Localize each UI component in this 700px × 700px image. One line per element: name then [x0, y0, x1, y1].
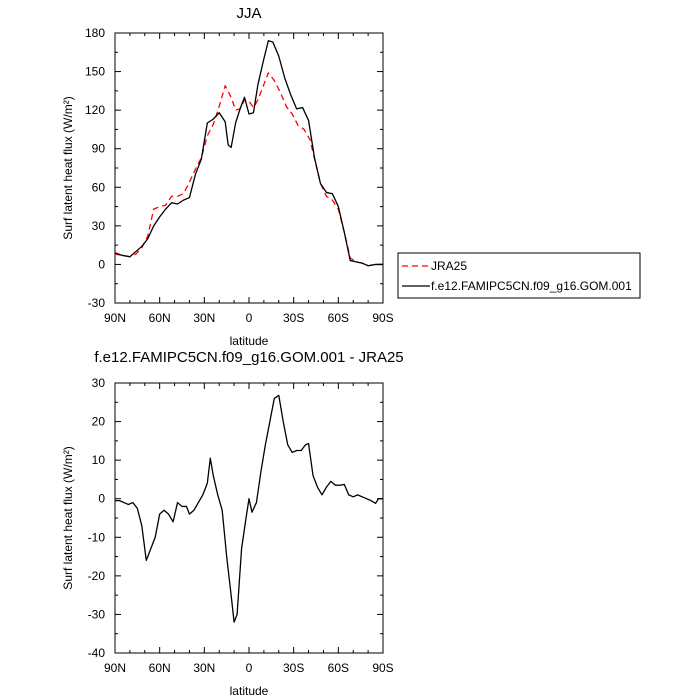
series-line-1 — [115, 394, 383, 623]
x-tick-label: 30S — [283, 661, 304, 675]
y-tick-label: 150 — [85, 65, 105, 79]
y-tick-label: -40 — [88, 646, 106, 660]
y-tick-label: -30 — [88, 607, 106, 621]
x-tick-label: 0 — [246, 661, 253, 675]
x-tick-label: 60N — [149, 311, 171, 325]
y-tick-label: 10 — [92, 453, 106, 467]
x-tick-label: 30N — [193, 311, 215, 325]
y-tick-label: 180 — [85, 26, 105, 40]
x-tick-label: 90N — [104, 311, 126, 325]
y-tick-label: 30 — [92, 219, 106, 233]
chart-panel-2: f.e12.FAMIPC5CN.f09_g16.GOM.001 - JRA25 9… — [61, 349, 404, 698]
x-tick-label: 30N — [193, 661, 215, 675]
x-axis-label: latitude — [230, 684, 269, 698]
legend-entry: f.e12.FAMIPC5CN.f09_g16.GOM.001 — [431, 279, 632, 293]
legend-entry: JRA25 — [431, 259, 467, 273]
x-tick-label: 60S — [328, 661, 349, 675]
x-tick-label: 90N — [104, 661, 126, 675]
plot-frame — [114, 382, 384, 654]
x-tick-label: 60S — [328, 311, 349, 325]
chart-title: JJA — [236, 5, 261, 22]
y-axis-label: Surf latent heat flux (W/m²) — [61, 446, 75, 589]
chart-panel-1: JJA 90N 60N 30N 0 30S 60S 90S -30 0 30 60 90 120 150 18… — [61, 5, 641, 348]
legend-box — [397, 252, 641, 299]
x-tick-label: 0 — [246, 311, 253, 325]
x-tick-label: 90S — [372, 311, 393, 325]
x-tick-label: 60N — [149, 661, 171, 675]
y-tick-label: -30 — [88, 296, 106, 310]
y-tick-label: 20 — [92, 415, 106, 429]
series-line-1 — [114, 72, 383, 267]
y-tick-label: 90 — [92, 142, 106, 156]
legend: JRA25 f.e12.FAMIPC5CN.f09_g16.GOM.001 — [397, 252, 641, 299]
y-axis-label: Surf latent heat flux (W/m²) — [61, 96, 75, 239]
y-tick-label: -20 — [88, 569, 106, 583]
plot-frame — [114, 32, 384, 304]
series-line-2 — [114, 40, 383, 267]
x-axis-label: latitude — [230, 334, 269, 348]
y-tick-label: 60 — [92, 180, 106, 194]
x-tick-label: 30S — [283, 311, 304, 325]
y-tick-label: 120 — [85, 103, 105, 117]
x-tick-label: 90S — [372, 661, 393, 675]
y-tick-label: 0 — [98, 492, 105, 506]
y-tick-label: 0 — [98, 257, 105, 271]
y-tick-label: -10 — [88, 530, 106, 544]
y-tick-label: 30 — [92, 376, 106, 390]
chart-title: f.e12.FAMIPC5CN.f09_g16.GOM.001 - JRA25 — [94, 349, 403, 366]
